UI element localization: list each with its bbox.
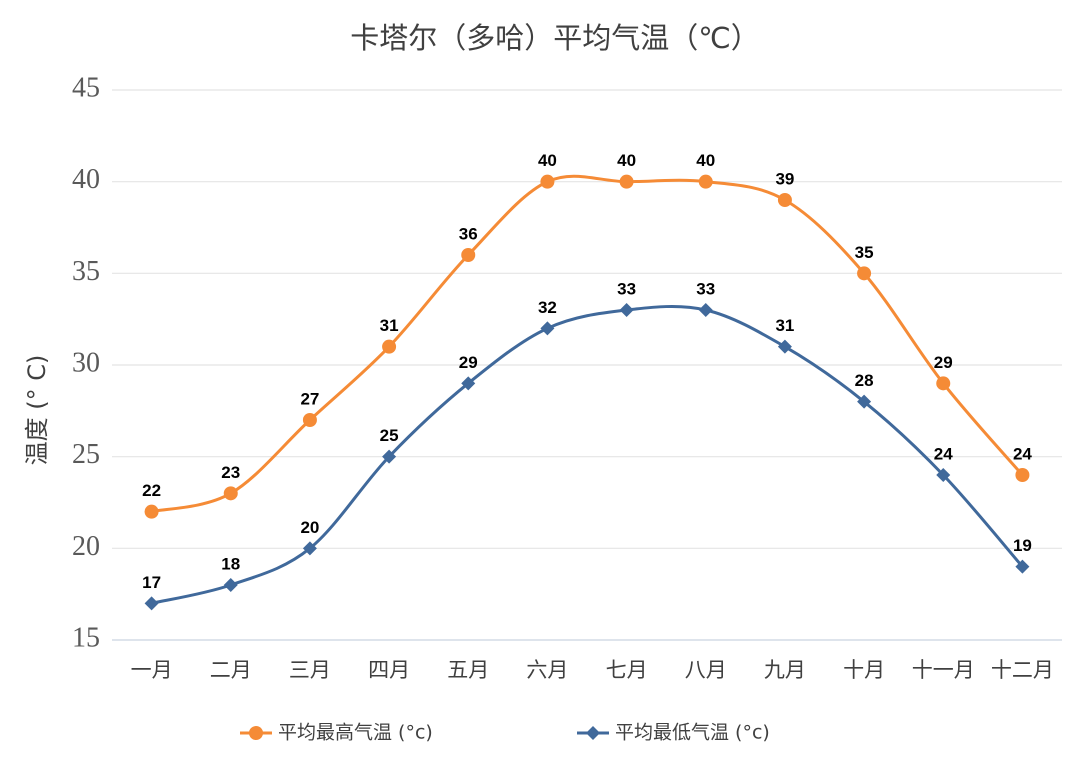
data-label: 40 (538, 151, 557, 170)
data-label: 31 (380, 316, 399, 335)
data-label: 32 (538, 298, 557, 317)
y-tick-label: 20 (72, 531, 100, 562)
data-point (382, 449, 397, 464)
data-point (144, 504, 159, 519)
data-point (382, 339, 397, 354)
x-tick-label: 二月 (210, 658, 252, 682)
data-point (936, 468, 951, 482)
data-point (619, 174, 634, 189)
data-point (1015, 559, 1030, 574)
y-tick-label: 35 (72, 256, 100, 287)
data-point (1015, 468, 1030, 482)
data-point (857, 394, 872, 409)
x-tick-label: 三月 (289, 658, 331, 682)
data-label: 40 (696, 151, 715, 170)
data-point (619, 303, 634, 317)
data-label: 22 (142, 481, 161, 500)
data-label: 25 (380, 426, 399, 445)
data-label: 29 (934, 353, 953, 372)
data-point (698, 303, 713, 317)
data-label: 23 (221, 463, 240, 482)
data-point (936, 376, 951, 391)
x-tick-label: 一月 (131, 658, 173, 682)
x-tick-label: 八月 (685, 658, 727, 682)
x-tick-label: 十二月 (991, 658, 1054, 682)
data-point (223, 486, 238, 501)
data-point (857, 266, 872, 281)
data-point (540, 321, 555, 336)
legend-label: 平均最高气温 (°c) (278, 722, 433, 744)
data-label: 33 (696, 279, 715, 298)
series-line (151, 304, 1024, 605)
data-point (144, 596, 159, 611)
data-label: 28 (855, 371, 874, 390)
data-label: 19 (1013, 536, 1032, 555)
data-label: 20 (300, 518, 319, 537)
data-point (540, 174, 555, 189)
y-tick-label: 30 (72, 347, 100, 378)
x-tick-label: 十一月 (912, 658, 975, 682)
chart-title: 卡塔尔（多哈）平均气温（℃） (350, 21, 760, 55)
data-point (586, 726, 600, 740)
data-label: 24 (1013, 444, 1032, 463)
data-label: 36 (459, 224, 478, 243)
y-axis-label: 温度 (° C) (23, 355, 51, 466)
data-label: 33 (617, 279, 636, 298)
data-label: 18 (221, 554, 240, 573)
data-point (777, 339, 792, 354)
data-label: 31 (775, 316, 794, 335)
data-label: 39 (775, 169, 794, 188)
data-label: 24 (934, 444, 953, 463)
data-point (698, 174, 713, 189)
data-point (302, 541, 317, 556)
series-line (151, 174, 1024, 514)
x-tick-label: 四月 (368, 658, 410, 682)
data-label: 40 (617, 151, 636, 170)
y-tick-label: 45 (72, 72, 100, 103)
data-point (249, 726, 263, 740)
data-label: 27 (300, 389, 319, 408)
legend-label: 平均最低气温 (°c) (615, 722, 770, 744)
x-tick-label: 九月 (764, 658, 806, 682)
data-point (461, 376, 476, 391)
x-tick-label: 十月 (843, 658, 885, 682)
y-tick-label: 15 (72, 622, 100, 653)
data-point (223, 578, 238, 592)
x-tick-label: 七月 (606, 658, 648, 682)
data-label: 29 (459, 353, 478, 372)
y-tick-label: 40 (72, 164, 100, 195)
data-point (302, 413, 317, 427)
data-label: 17 (142, 573, 161, 592)
x-tick-label: 六月 (526, 658, 568, 682)
y-tick-label: 25 (72, 439, 100, 470)
data-label: 35 (855, 243, 874, 262)
data-point (461, 248, 476, 262)
x-tick-label: 五月 (447, 658, 489, 682)
data-point (777, 193, 792, 207)
